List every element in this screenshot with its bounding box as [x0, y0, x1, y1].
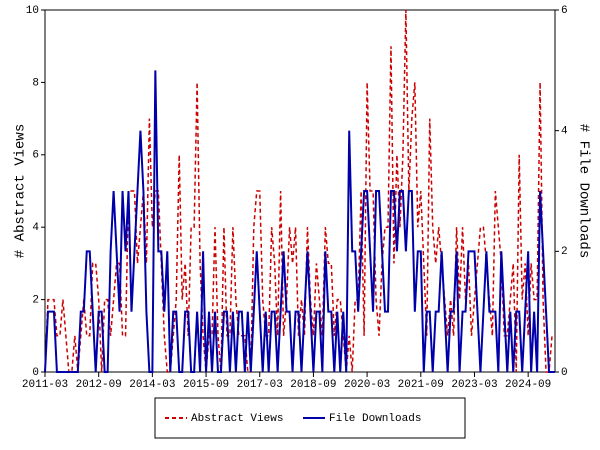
x-tick-label: 2017-03 — [237, 379, 283, 391]
legend-label: Abstract Views — [191, 413, 283, 425]
series-line — [44, 9, 555, 373]
y2-tick-label: 4 — [561, 126, 568, 138]
x-tick-label: 2015-09 — [183, 379, 229, 391]
series-line — [44, 70, 555, 373]
x-tick-label: 2023-03 — [451, 379, 497, 391]
y-tick-label: 2 — [32, 295, 39, 307]
x-tick-label: 2012-09 — [76, 379, 122, 391]
y2-tick-label: 2 — [561, 246, 568, 258]
x-tick-label: 2011-03 — [22, 379, 68, 391]
x-tick-label: 2018-09 — [290, 379, 336, 391]
x-tick-label: 2014-03 — [129, 379, 175, 391]
y2-tick-label: 6 — [561, 5, 568, 17]
x-tick-label: 2024-09 — [505, 379, 551, 391]
legend-label: File Downloads — [329, 413, 421, 425]
plot-frame — [44, 9, 556, 373]
y-tick-label: 10 — [26, 5, 39, 17]
y-axis-label: # Abstract Views — [13, 124, 29, 258]
y-tick-label: 0 — [32, 367, 39, 379]
x-tick-label: 2020-03 — [344, 379, 390, 391]
y-tick-label: 8 — [32, 77, 39, 89]
y2-tick-label: 0 — [561, 367, 568, 379]
x-tick-label: 2021-09 — [398, 379, 444, 391]
y-tick-label: 6 — [32, 150, 39, 162]
y2-axis-label: # File Downloads — [575, 124, 591, 258]
y-tick-label: 4 — [32, 222, 39, 234]
